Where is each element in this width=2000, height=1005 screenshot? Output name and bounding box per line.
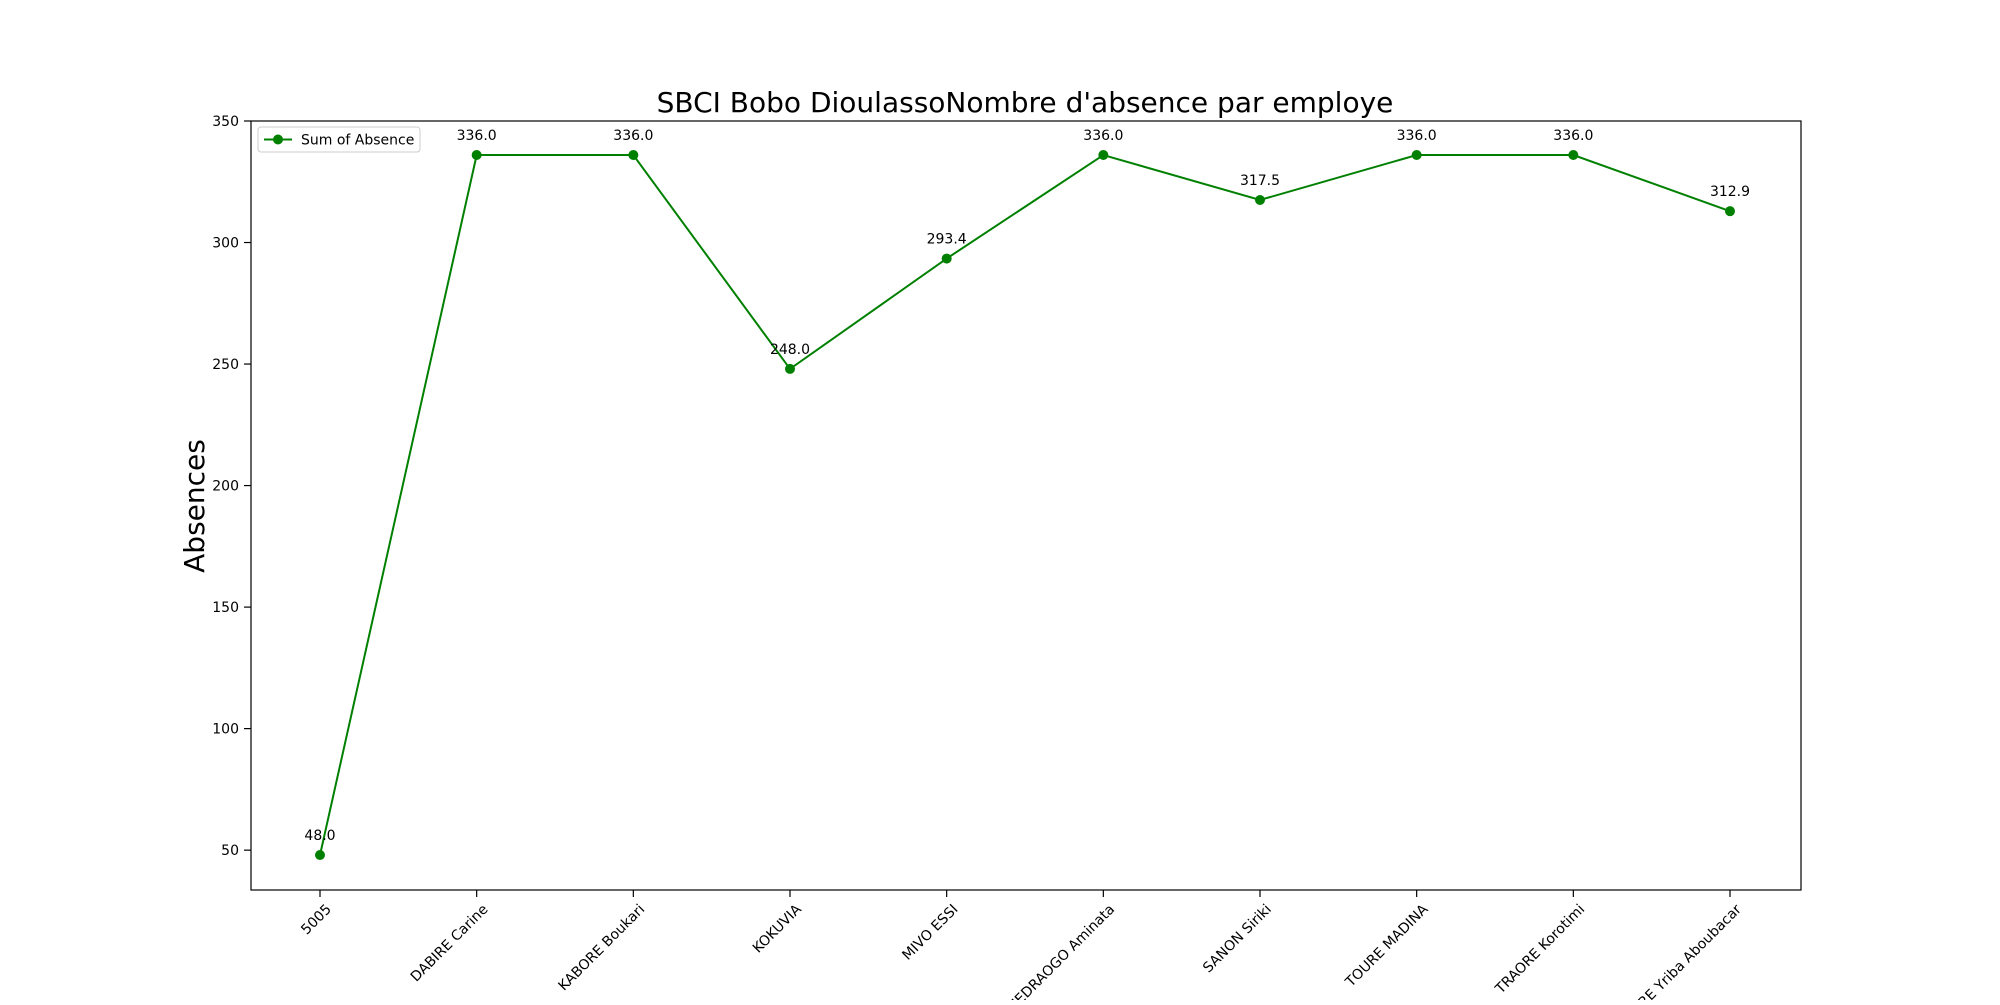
x-tick-label: 5005 [298,902,335,939]
y-tick-label: 200 [212,479,239,495]
data-point [628,150,639,161]
data-label: 312.9 [1710,184,1750,200]
legend-box [257,126,421,153]
legend-marker [273,134,283,145]
x-tick-label: TRAORE Korotimi [1492,902,1588,998]
y-tick-label: 50 [221,843,239,859]
data-point [941,253,952,264]
data-label: 248.0 [770,342,810,358]
y-tick-label: 250 [212,357,239,373]
data-point [1411,150,1422,161]
data-point [1255,194,1265,205]
series-layer [315,150,1735,861]
data-label: 336.0 [613,128,653,144]
x-axis: 5005 DABIRE Carine KABORE Boukari KOKUVIA MI… [298,890,1745,1000]
legend-label: Sum of Absence [301,133,414,149]
y-axis: 50 100 150 200 250 300 350 [212,114,251,859]
x-tick-label: OUEDRAOGO Aminata [997,902,1118,1000]
chart-title: SBCI Bobo DioulassoNombre d'absence par … [657,86,1394,119]
data-point [315,850,325,861]
legend: Sum of Absence [257,126,421,153]
data-label: 48.0 [304,828,335,844]
data-label: 293.4 [927,232,967,248]
y-tick-label: 300 [212,236,239,252]
x-tick-label: TRAORE Yriba Aboubacar [1608,901,1745,1000]
data-label: 317.5 [1240,173,1280,189]
data-label: 336.0 [1397,128,1437,144]
y-tick-label: 100 [212,722,239,738]
series-line [319,153,1731,856]
x-tick-label: KOKUVIA [750,901,805,956]
data-labels: 48.0 336.0 336.0 248.0 293.4 336.0 317.5 336.0 3… [304,128,1750,844]
data-point [1568,150,1579,161]
plot-frame [250,120,1802,891]
x-tick-label: DABIRE Carine [408,902,492,986]
x-tick-label: MIVO ESSI [899,902,961,964]
y-tick-label: 350 [212,114,239,130]
x-tick-label: SANON Siriki [1200,902,1275,977]
data-point [1098,150,1109,161]
y-tick-label: 150 [212,600,239,616]
data-label: 336.0 [457,128,497,144]
y-axis-label: Absences [178,439,211,573]
x-tick-label: TOURE MADINA [1342,901,1432,991]
data-point [1725,206,1735,217]
data-label: 336.0 [1083,128,1123,144]
x-tick-label: KABORE Boukari [555,902,648,995]
data-point [471,150,482,161]
data-label: 336.0 [1553,128,1593,144]
data-point [785,363,795,374]
